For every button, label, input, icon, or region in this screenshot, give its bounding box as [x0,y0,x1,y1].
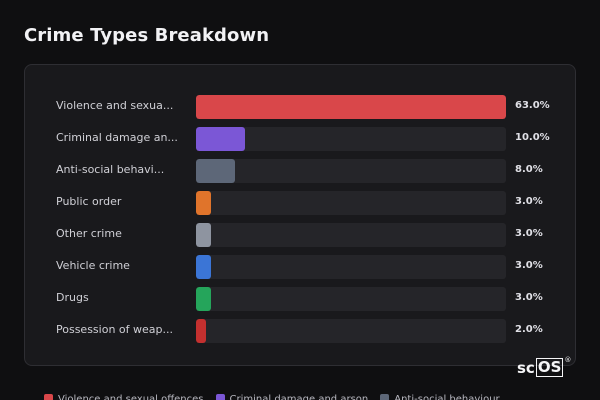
bar-value-label: 3.0% [515,196,543,207]
bar [196,319,206,343]
bar-label: Public order [56,195,122,208]
bar-row: Other crime 3.0% [25,223,577,247]
bar-value-label: 3.0% [515,260,543,271]
bar-value-label: 8.0% [515,164,543,175]
legend-label: Criminal damage and arson [229,394,369,400]
bar-row: Drugs 3.0% [25,287,577,311]
bar-value-label: 2.0% [515,324,543,335]
bar [196,159,235,183]
legend-entry: Criminal damage and arson [215,394,369,400]
legend-swatch [380,394,390,400]
bar-label: Anti-social behavi... [56,163,165,176]
bar [196,95,506,119]
bar-label: Vehicle crime [56,259,130,272]
bar-label: Possession of weap... [56,323,173,336]
legend-entry: Anti-social behaviour [380,394,500,400]
bar-value-label: 63.0% [515,100,550,111]
scos-logo: sc OS ® [517,356,571,380]
bar-value-label: 10.0% [515,132,550,143]
bar-track [196,159,506,183]
bar-label: Other crime [56,227,122,240]
legend-entry: Violence and sexual offences [44,394,204,400]
bar-track [196,191,506,215]
bar [196,287,211,311]
bar-row: Violence and sexua... 63.0% [25,95,577,119]
bar-track [196,255,506,279]
bar-value-label: 3.0% [515,228,543,239]
bar [196,191,211,215]
registered-mark: ® [564,356,572,364]
bar-label: Criminal damage an... [56,131,178,144]
bar [196,127,245,151]
logo-boxed: OS [535,358,564,377]
bar [196,223,211,247]
chart-legend: Violence and sexual offences Criminal dam… [44,387,512,400]
logo-prefix: sc [517,359,535,377]
bar-track [196,287,506,311]
bar-track [196,319,506,343]
bar-row: Vehicle crime 3.0% [25,255,577,279]
bar-row: Possession of weap... 2.0% [25,319,577,343]
page-title: Crime Types Breakdown [24,25,270,46]
bar-track [196,223,506,247]
bar-row: Criminal damage an... 10.0% [25,127,577,151]
bar-row: Anti-social behavi... 8.0% [25,159,577,183]
bar-track [196,127,506,151]
bar-label: Violence and sexua... [56,99,174,112]
bar-track [196,95,506,119]
bar-row: Public order 3.0% [25,191,577,215]
bar [196,255,211,279]
bar-value-label: 3.0% [515,292,543,303]
legend-label: Anti-social behaviour [394,394,500,400]
legend-label: Violence and sexual offences [58,394,204,400]
bar-label: Drugs [56,291,89,304]
chart-panel: Violence and sexua... 63.0% Criminal damag… [24,64,576,366]
legend-swatch [44,394,53,400]
legend-swatch [215,394,225,400]
